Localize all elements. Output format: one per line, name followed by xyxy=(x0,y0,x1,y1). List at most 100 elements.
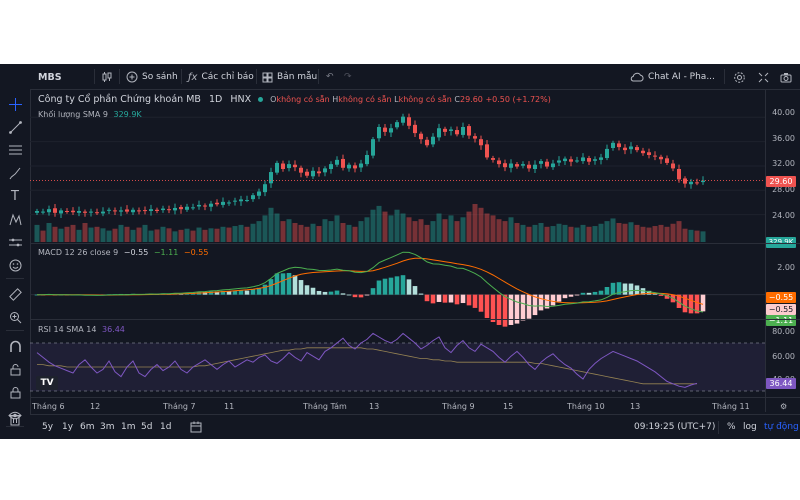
macd-histogram-bar xyxy=(310,287,316,295)
macd-histogram-bar xyxy=(616,282,622,295)
undo-icon[interactable]: ↶ xyxy=(326,72,334,82)
candle-body xyxy=(335,159,339,165)
candle-body xyxy=(653,155,657,157)
macd-histogram-bar xyxy=(460,294,466,304)
candles-icon[interactable] xyxy=(101,69,113,85)
compare-button[interactable]: So sánh xyxy=(126,69,178,85)
log-toggle[interactable]: log xyxy=(743,422,757,432)
macd-histogram-bar xyxy=(244,290,250,295)
range-1m[interactable]: 1m xyxy=(121,422,136,432)
candle-body xyxy=(497,160,501,165)
clock[interactable]: 09:19:25 (UTC+7) xyxy=(634,422,716,432)
chat-ai-button[interactable]: Chat AI - Pha... xyxy=(630,69,715,85)
measure-tools-icon[interactable] xyxy=(5,233,25,251)
macd-histogram-bar xyxy=(370,288,376,295)
macd-histogram-bar xyxy=(622,283,628,295)
top-toolbar: MBS So sánh ƒx Các chỉ báo Bản mẫu ↶ ↷ C… xyxy=(0,64,800,90)
volume-bar xyxy=(52,226,58,242)
range-6m[interactable]: 6m xyxy=(80,422,95,432)
settings-gear-icon[interactable] xyxy=(733,69,746,85)
candle-body xyxy=(665,158,669,163)
macd-histogram-bar xyxy=(412,286,418,295)
candle-body xyxy=(617,143,621,148)
text-icon[interactable]: T xyxy=(11,188,19,204)
volume-bar xyxy=(298,224,304,242)
snapshot-icon[interactable] xyxy=(780,69,792,85)
volume-bar xyxy=(508,217,514,242)
volume-bar xyxy=(316,226,322,242)
candle-body xyxy=(623,147,627,151)
symbol-search[interactable]: MBS xyxy=(38,71,62,83)
candle-body xyxy=(545,161,549,167)
pattern-icon[interactable] xyxy=(5,210,25,228)
candle-body xyxy=(467,126,471,136)
volume-bar xyxy=(466,211,472,242)
time-tick: 12 xyxy=(90,402,101,411)
candle-body xyxy=(689,181,693,185)
candle-body xyxy=(503,163,507,168)
range-5y[interactable]: 5y xyxy=(42,422,54,432)
macd-histogram-bar xyxy=(562,294,568,299)
fullscreen-icon[interactable] xyxy=(758,69,769,85)
indicators-button[interactable]: ƒx Các chỉ báo xyxy=(188,69,254,85)
candle-body xyxy=(677,169,681,180)
macd-histogram-bar xyxy=(586,292,592,295)
range-5d[interactable]: 5d xyxy=(141,422,153,432)
lock-drawings-icon[interactable] xyxy=(5,360,25,378)
redo-icon[interactable]: ↷ xyxy=(344,72,352,82)
candle-body xyxy=(443,128,447,132)
volume-bar xyxy=(520,224,526,242)
macd-histogram-bar xyxy=(274,273,280,295)
ruler-icon[interactable] xyxy=(5,285,25,303)
candle-body xyxy=(185,206,189,210)
trash-icon[interactable] xyxy=(5,410,25,428)
templates-button[interactable]: Bản mẫu xyxy=(262,69,317,85)
rsi-tick: 60.00 xyxy=(772,352,795,361)
volume-bar xyxy=(232,226,238,242)
candle-body xyxy=(377,127,381,139)
macd-histogram-bar xyxy=(208,291,214,295)
volume-bar xyxy=(322,219,328,242)
candle-body xyxy=(293,164,297,168)
volume-bar xyxy=(112,228,118,242)
macd-histogram-bar xyxy=(382,278,388,295)
range-3m[interactable]: 3m xyxy=(100,422,115,432)
range-1d[interactable]: 1d xyxy=(160,422,172,432)
percent-toggle[interactable]: % xyxy=(727,422,736,432)
macd-histogram-bar xyxy=(538,294,544,311)
volume-bar xyxy=(208,228,214,242)
lock-icon[interactable] xyxy=(5,383,25,401)
candle-body xyxy=(47,209,51,213)
price-axis[interactable]: 40.00 36.00 32.00 28.00 24.00 2.00 80.00… xyxy=(765,89,800,412)
volume-bar xyxy=(64,226,70,242)
emoji-icon[interactable] xyxy=(5,256,25,274)
tradingview-logo[interactable]: TV xyxy=(36,376,58,390)
axis-settings-icon[interactable]: ⚙ xyxy=(780,402,788,411)
fib-lines-icon[interactable] xyxy=(5,141,25,159)
volume-bar xyxy=(418,219,424,242)
trend-line-icon[interactable] xyxy=(5,118,25,136)
candle-body xyxy=(479,139,483,146)
macd-histogram-bar xyxy=(658,294,664,296)
volume-bar xyxy=(166,228,172,242)
brush-icon[interactable] xyxy=(5,164,25,182)
volume-bar xyxy=(268,207,274,242)
macd-hist-tag: −0.55 xyxy=(766,304,796,315)
magnet-icon[interactable] xyxy=(5,337,25,355)
candle-body xyxy=(269,172,273,184)
range-1y[interactable]: 1y xyxy=(62,422,74,432)
macd-histogram-bar xyxy=(598,290,604,295)
candle-body xyxy=(683,178,687,184)
candle-body xyxy=(311,170,315,177)
chart-canvas[interactable] xyxy=(30,89,765,412)
crosshair-icon[interactable] xyxy=(5,95,25,113)
date-range-icon[interactable] xyxy=(190,421,202,436)
zoom-in-icon[interactable] xyxy=(5,308,25,326)
macd-histogram-bar xyxy=(292,275,298,295)
candle-body xyxy=(329,164,333,169)
auto-scale-toggle[interactable]: tự động xyxy=(764,422,799,432)
macd-histogram-bar xyxy=(520,294,526,321)
volume-bar xyxy=(262,215,268,242)
macd-histogram-bar xyxy=(220,290,226,295)
price-tick: 24.00 xyxy=(772,211,795,220)
